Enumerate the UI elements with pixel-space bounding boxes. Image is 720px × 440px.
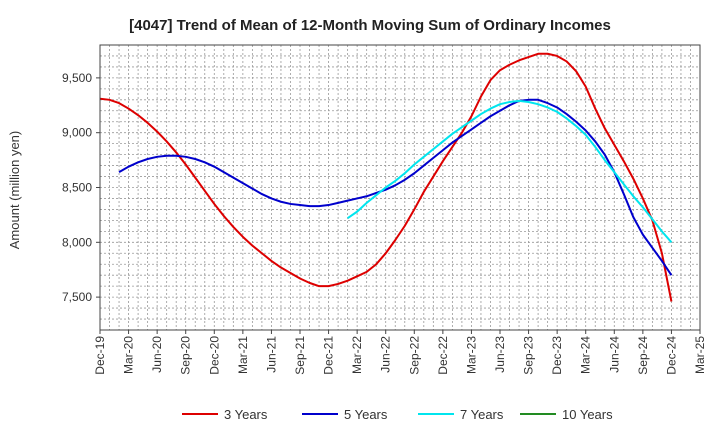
x-tick-label: Mar-24 <box>579 336 593 374</box>
x-tick-label: Dec-21 <box>322 336 336 375</box>
legend-label-7-years: 7 Years <box>460 407 504 422</box>
series-line-3-years <box>99 52 673 302</box>
x-tick-label: Dec-19 <box>93 336 107 375</box>
x-tick-label: Dec-22 <box>436 336 450 375</box>
x-tick-label: Jun-24 <box>607 336 621 373</box>
y-axis-label: Amount (million yen) <box>7 131 22 250</box>
series-layer <box>99 52 673 302</box>
legend-label-3-years: 3 Years <box>224 407 268 422</box>
x-tick-label: Dec-20 <box>207 336 221 375</box>
y-tick-label: 9,500 <box>62 71 92 85</box>
chart-title: [4047] Trend of Mean of 12-Month Moving … <box>129 17 611 34</box>
legend-label-10-years: 10 Years <box>562 407 613 422</box>
x-tick-label: Sep-21 <box>293 336 307 375</box>
x-tick-label: Dec-23 <box>550 336 564 375</box>
x-tick-label: Sep-23 <box>522 336 536 375</box>
y-tick-label: 8,500 <box>62 181 92 195</box>
x-tick-label: Mar-25 <box>693 336 707 374</box>
x-tick-label: Sep-24 <box>636 336 650 375</box>
x-tick-label: Jun-21 <box>264 336 278 373</box>
x-axis-ticks: Dec-19 Mar-20 Jun-20 Sep-20 Dec-20 Mar-21 Jun-… <box>93 330 707 375</box>
y-axis-ticks: 7,500 8,000 8,500 9,000 9,500 <box>62 71 100 304</box>
series-line-7-years <box>347 99 673 243</box>
series-line-5-years <box>118 98 673 276</box>
legend-label-5-years: 5 Years <box>344 407 388 422</box>
y-tick-label: 8,000 <box>62 235 92 249</box>
plot-area <box>99 44 701 331</box>
x-tick-label: Mar-20 <box>122 336 136 374</box>
legend: 3 Years 5 Years 7 Years 10 Years <box>182 407 613 422</box>
x-tick-label: Sep-22 <box>407 336 421 375</box>
y-tick-label: 9,000 <box>62 126 92 140</box>
x-tick-label: Jun-23 <box>493 336 507 373</box>
x-tick-label: Jun-22 <box>379 336 393 373</box>
grid-lines <box>100 45 700 330</box>
y-tick-label: 7,500 <box>62 290 92 304</box>
x-tick-label: Mar-21 <box>236 336 250 374</box>
x-tick-label: Sep-20 <box>179 336 193 375</box>
x-tick-label: Dec-24 <box>664 336 678 375</box>
x-tick-label: Mar-22 <box>350 336 364 374</box>
x-tick-label: Mar-23 <box>464 336 478 374</box>
x-tick-label: Jun-20 <box>150 336 164 373</box>
